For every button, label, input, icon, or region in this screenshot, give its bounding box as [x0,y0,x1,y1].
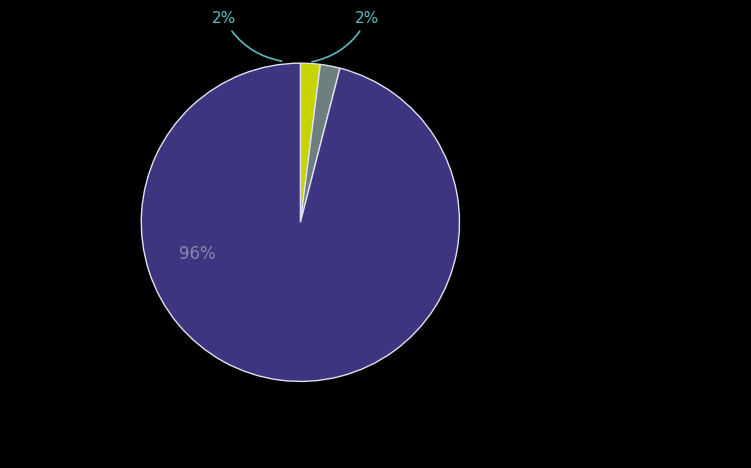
Text: 2%: 2% [312,11,379,62]
Wedge shape [141,63,460,381]
Text: 2%: 2% [212,11,282,61]
Text: 96%: 96% [179,245,216,263]
Wedge shape [300,63,321,222]
Wedge shape [300,65,340,222]
